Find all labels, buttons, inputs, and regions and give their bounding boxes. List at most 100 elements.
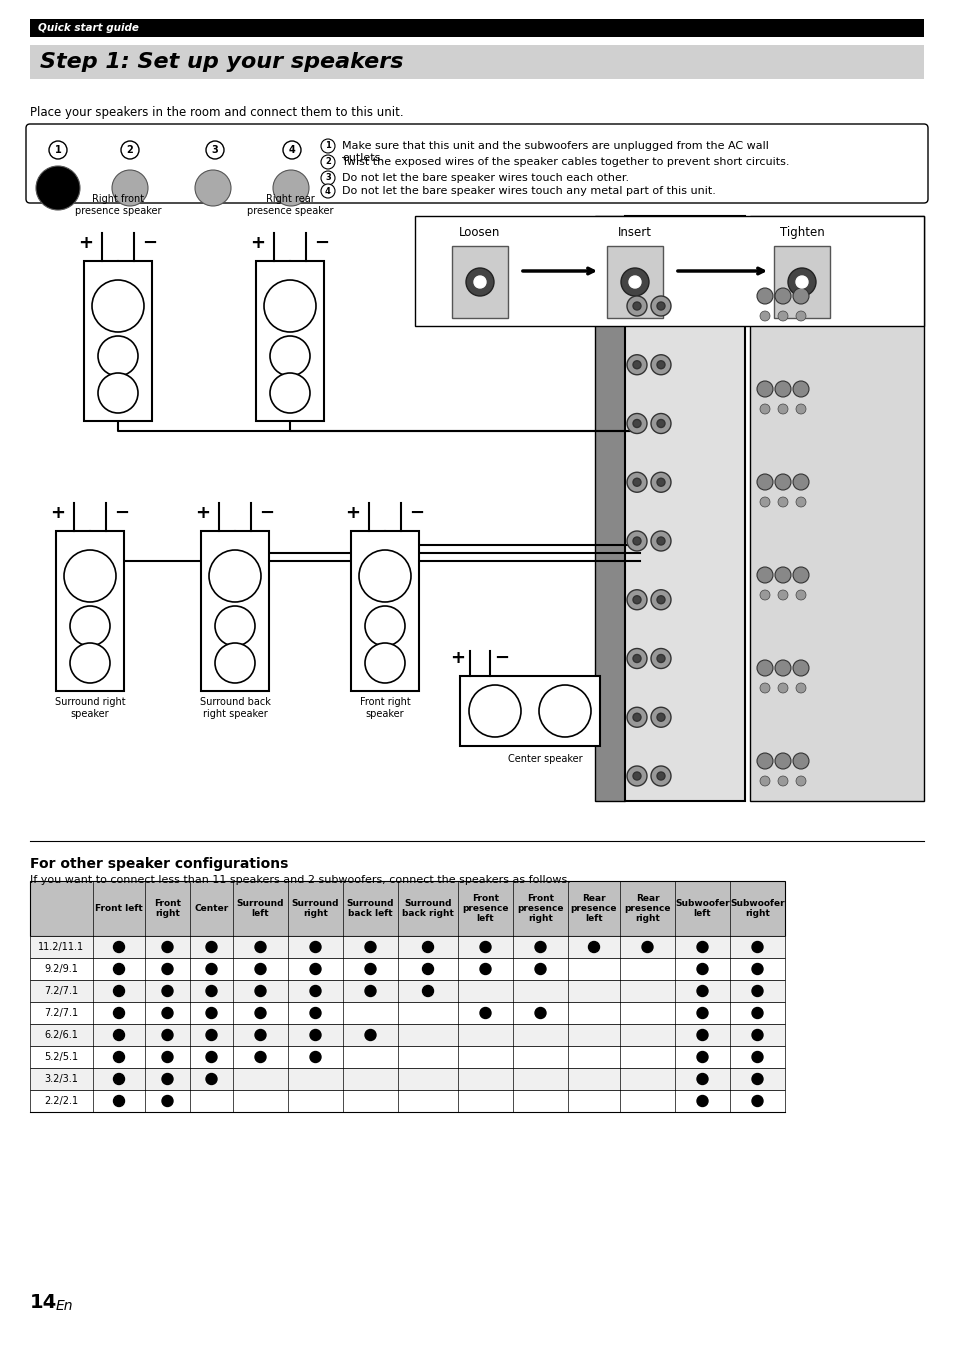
Circle shape — [760, 404, 769, 413]
Text: Center: Center — [194, 904, 229, 913]
Text: 7.2/7.1: 7.2/7.1 — [45, 1008, 78, 1019]
Circle shape — [757, 753, 772, 769]
Text: Surround right
speaker: Surround right speaker — [54, 697, 125, 719]
Circle shape — [320, 184, 335, 199]
Text: 11.2/11.1: 11.2/11.1 — [38, 942, 85, 952]
Circle shape — [113, 1029, 125, 1040]
Circle shape — [310, 963, 320, 974]
Text: +: + — [51, 504, 66, 521]
Circle shape — [626, 590, 646, 609]
Text: Surround back
right speaker: Surround back right speaker — [199, 697, 270, 719]
Circle shape — [778, 590, 787, 600]
Bar — [595, 216, 624, 801]
Circle shape — [162, 1074, 172, 1085]
Circle shape — [538, 685, 590, 738]
Bar — [30, 936, 784, 958]
Circle shape — [535, 1008, 545, 1019]
FancyBboxPatch shape — [26, 124, 927, 203]
Circle shape — [358, 550, 411, 603]
Bar — [30, 1090, 784, 1112]
Text: 2: 2 — [325, 158, 331, 166]
Text: Tighten: Tighten — [779, 226, 823, 239]
Bar — [30, 979, 784, 1002]
Circle shape — [697, 1008, 707, 1019]
Bar — [30, 1024, 784, 1046]
Circle shape — [650, 531, 670, 551]
Circle shape — [792, 753, 808, 769]
Circle shape — [657, 596, 664, 604]
Circle shape — [209, 550, 261, 603]
Circle shape — [121, 141, 139, 159]
Circle shape — [113, 1008, 125, 1019]
Bar — [30, 1069, 784, 1090]
Circle shape — [657, 713, 664, 721]
Circle shape — [650, 473, 670, 492]
Circle shape — [98, 336, 138, 376]
Circle shape — [206, 985, 216, 997]
Circle shape — [162, 942, 172, 952]
Circle shape — [751, 1029, 762, 1040]
Circle shape — [162, 1008, 172, 1019]
Circle shape — [760, 775, 769, 786]
Circle shape — [206, 963, 216, 974]
Text: Rear
presence
right: Rear presence right — [623, 893, 670, 923]
Circle shape — [774, 753, 790, 769]
Text: +: + — [345, 504, 360, 521]
Circle shape — [650, 708, 670, 727]
Text: 14: 14 — [30, 1293, 57, 1313]
Text: Center speaker: Center speaker — [507, 754, 581, 765]
Text: 5.2/5.1: 5.2/5.1 — [45, 1052, 78, 1062]
Circle shape — [792, 474, 808, 490]
Text: Front left: Front left — [95, 904, 143, 913]
Circle shape — [774, 288, 790, 304]
Circle shape — [657, 654, 664, 662]
Circle shape — [751, 963, 762, 974]
Circle shape — [310, 1029, 320, 1040]
Circle shape — [795, 775, 805, 786]
Circle shape — [479, 942, 491, 952]
Bar — [415, 216, 923, 326]
Circle shape — [626, 413, 646, 434]
Circle shape — [657, 771, 664, 780]
Circle shape — [588, 942, 598, 952]
Circle shape — [206, 141, 224, 159]
Text: Quick start guide: Quick start guide — [38, 23, 139, 32]
Circle shape — [633, 771, 640, 780]
Circle shape — [633, 596, 640, 604]
Circle shape — [778, 497, 787, 507]
Circle shape — [626, 473, 646, 492]
Circle shape — [310, 1051, 320, 1062]
Circle shape — [650, 648, 670, 669]
Circle shape — [778, 311, 787, 322]
Circle shape — [365, 643, 405, 684]
Circle shape — [795, 404, 805, 413]
Text: Rear
presence
left: Rear presence left — [570, 893, 617, 923]
Text: 7.2/7.1: 7.2/7.1 — [45, 986, 78, 996]
Circle shape — [162, 1096, 172, 1106]
Text: 3: 3 — [212, 145, 218, 155]
Text: Front
presence
right: Front presence right — [517, 893, 563, 923]
Circle shape — [270, 373, 310, 413]
Circle shape — [162, 963, 172, 974]
Circle shape — [697, 1096, 707, 1106]
Circle shape — [113, 1096, 125, 1106]
Text: outlets.: outlets. — [341, 153, 384, 163]
Circle shape — [620, 267, 648, 296]
Circle shape — [320, 155, 335, 169]
Circle shape — [113, 985, 125, 997]
Text: +: + — [78, 234, 93, 253]
Circle shape — [270, 336, 310, 376]
Text: Surround
back right: Surround back right — [401, 898, 454, 919]
Circle shape — [787, 267, 815, 296]
Text: −: − — [409, 504, 424, 521]
Circle shape — [283, 141, 301, 159]
Circle shape — [628, 276, 640, 288]
Circle shape — [795, 684, 805, 693]
Circle shape — [264, 280, 315, 332]
Circle shape — [757, 474, 772, 490]
Circle shape — [760, 684, 769, 693]
Circle shape — [465, 267, 494, 296]
Text: Surround
left: Surround left — [236, 898, 284, 919]
Bar — [30, 45, 923, 78]
Circle shape — [757, 661, 772, 676]
